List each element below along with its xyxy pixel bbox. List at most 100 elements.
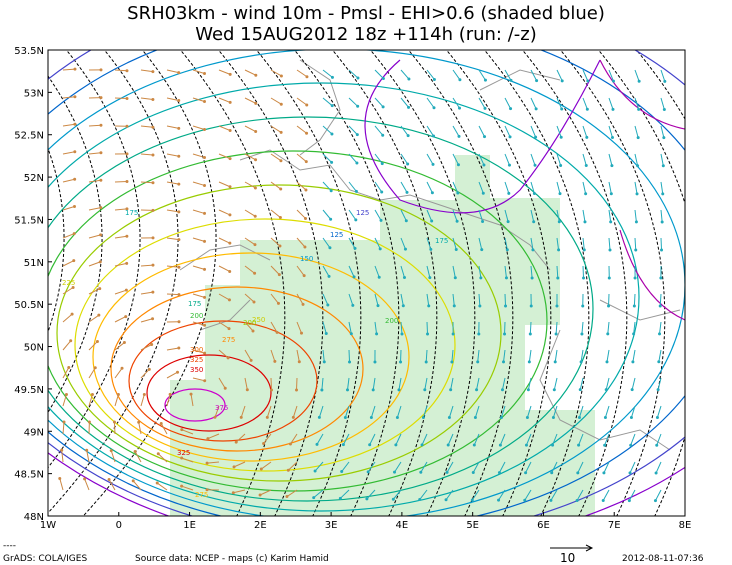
wind-arrow-head — [449, 388, 453, 392]
wind-arrow-head — [312, 496, 316, 500]
wind-arrow — [529, 293, 533, 308]
wind-arrow-shaft — [218, 377, 226, 389]
wind-arrow — [291, 405, 298, 419]
wind-arrow-shaft — [426, 125, 434, 137]
srh-contour — [164, 388, 226, 422]
wind-arrow-shaft — [296, 293, 304, 305]
wind-arrow — [87, 420, 91, 435]
wind-arrow — [296, 237, 307, 249]
wind-arrow-shaft — [192, 265, 205, 270]
wind-arrow-head — [560, 79, 564, 83]
wind-arrow — [452, 209, 459, 223]
wind-arrow — [166, 209, 181, 214]
wind-arrow-shaft — [218, 125, 231, 131]
wind-arrow-shaft — [452, 125, 460, 137]
wind-arrow — [397, 377, 402, 392]
wind-arrow — [348, 265, 356, 279]
wind-arrow-head — [120, 366, 124, 370]
wind-arrow-shaft — [218, 321, 230, 330]
wind-arrow-shaft — [166, 394, 171, 407]
wind-arrow-head — [405, 190, 409, 194]
isobar — [483, 50, 590, 516]
wind-arrow-head — [659, 276, 663, 280]
wind-arrow-head — [406, 134, 410, 138]
wind-arrow-shaft — [62, 287, 74, 295]
wind-arrow-head — [554, 332, 558, 336]
wind-arrow-shaft — [529, 321, 532, 335]
wind-arrow — [340, 461, 350, 474]
wind-arrow — [426, 153, 435, 166]
wind-arrow — [578, 377, 584, 392]
wind-arrow-shaft — [400, 265, 405, 278]
wind-arrow-shaft — [270, 349, 276, 362]
wind-arrow — [660, 237, 664, 252]
wind-arrow-shaft — [582, 153, 587, 166]
credit: GrADS: COLA/IGES — [3, 554, 87, 564]
wind-arrow-head — [420, 443, 424, 447]
wind-arrow-head — [99, 96, 103, 100]
lon-label: 5E — [466, 520, 479, 531]
wind-arrow-shaft — [140, 318, 153, 323]
wind-arrow-head — [605, 360, 609, 364]
wind-arrow — [530, 97, 538, 111]
wind-arrow-shaft — [582, 97, 588, 110]
wind-arrow — [365, 489, 376, 501]
wind-arrow-head — [534, 135, 538, 139]
wind-arrow-head — [577, 443, 581, 447]
wind-arrow-shaft — [608, 69, 614, 82]
wind-arrow-head — [189, 392, 193, 396]
wind-arrow-shaft — [452, 265, 456, 278]
wind-arrow — [556, 265, 560, 280]
wind-arrow-shaft — [214, 405, 220, 418]
wind-arrow — [503, 321, 507, 336]
wind-arrow-shaft — [166, 371, 178, 379]
wind-arrow-shaft — [576, 489, 584, 501]
wind-arrow-head — [228, 157, 232, 161]
wind-arrow-shaft — [530, 265, 533, 278]
wind-arrow — [218, 377, 227, 390]
wind-arrow-head — [253, 214, 257, 218]
wind-arrow-shaft — [452, 97, 460, 109]
wind-arrow-shaft — [630, 405, 636, 418]
wind-arrow — [374, 69, 385, 81]
contour-label: 200 — [385, 317, 398, 325]
wind-arrow-head — [576, 471, 580, 475]
wind-arrow — [549, 489, 558, 502]
wind-arrow-shaft — [602, 489, 610, 501]
wind-arrow-shaft — [478, 125, 485, 137]
wind-arrow-head — [399, 360, 403, 364]
wind-arrow-head — [69, 339, 73, 343]
wind-arrow-head — [71, 286, 75, 290]
wind-arrow-shaft — [634, 125, 639, 138]
wind-arrow — [582, 97, 589, 111]
wind-arrow-head — [304, 216, 308, 220]
wind-arrow — [345, 377, 350, 392]
wind-arrow — [62, 122, 77, 127]
wind-arrow — [192, 377, 207, 383]
wind-arrow-shaft — [452, 69, 461, 81]
wind-arrow — [348, 209, 358, 222]
wind-arrow-shaft — [500, 405, 506, 418]
wind-arrow-head — [203, 239, 207, 243]
wind-arrow-head — [85, 448, 89, 452]
wind-arrow-shaft — [452, 209, 458, 222]
wind-arrow — [88, 287, 102, 295]
coastline — [179, 59, 681, 451]
wind-arrow-shaft — [296, 69, 308, 78]
wind-arrow-head — [286, 468, 290, 472]
wind-arrow-head — [481, 219, 485, 223]
wind-arrow-head — [269, 388, 273, 392]
isobar — [407, 50, 514, 516]
wind-arrow-shaft — [579, 377, 584, 390]
wind-arrow-shaft — [322, 209, 332, 220]
wind-arrow-head — [177, 154, 181, 158]
wind-arrow-head — [549, 498, 553, 502]
wind-arrow — [530, 153, 537, 167]
wind-arrow-shaft — [530, 153, 536, 166]
wind-arrow-shaft — [192, 293, 205, 298]
wind-arrow-shaft — [452, 293, 455, 306]
wind-arrow-shaft — [348, 209, 357, 221]
wind-arrow-shaft — [660, 69, 666, 82]
wind-arrow — [166, 181, 181, 186]
wind-arrow-head — [403, 247, 407, 251]
